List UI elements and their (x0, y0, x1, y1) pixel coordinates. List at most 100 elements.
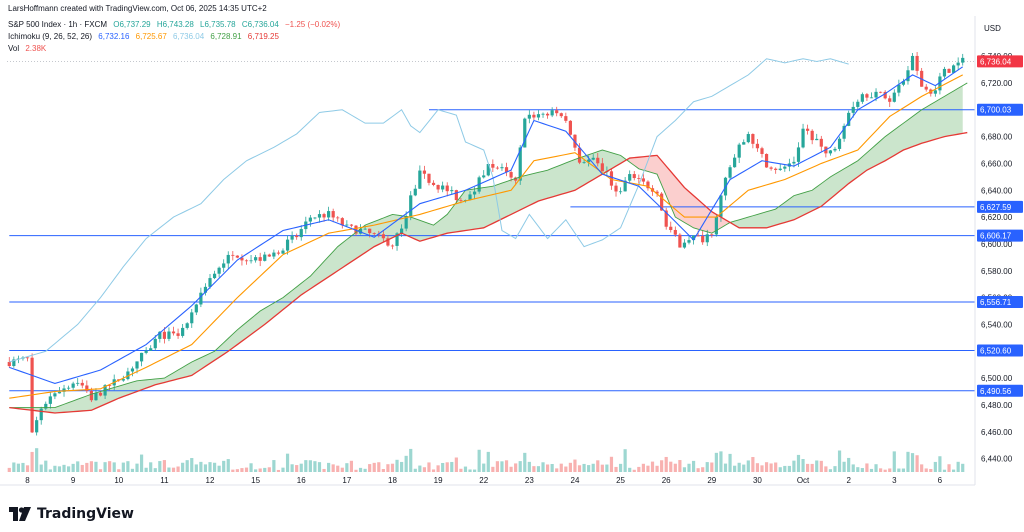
volume-bar (901, 468, 906, 472)
candle-body (828, 150, 833, 154)
volume-bar (628, 467, 632, 472)
volume-bar (89, 461, 93, 472)
candle-body (368, 228, 372, 234)
candle-body (194, 304, 198, 313)
candle-body (454, 190, 458, 201)
legend-symbol-row[interactable]: S&P 500 Index · 1h · FXCM O6,737.29 H6,7… (8, 20, 344, 29)
volume-label[interactable]: Vol (8, 44, 20, 53)
level-price-badge: 6,700.03 (980, 106, 1012, 115)
volume-bar (477, 449, 481, 472)
volume-bar (336, 465, 340, 472)
volume-bar (609, 456, 614, 472)
volume-bar (929, 468, 933, 472)
candle-body (719, 195, 723, 217)
candle-body (486, 164, 490, 176)
volume-bar (555, 468, 559, 472)
volume-bar (869, 468, 874, 472)
chikou-span-line (9, 58, 849, 363)
candle-body (272, 252, 276, 257)
volume-bar (587, 465, 591, 472)
volume-bar (883, 469, 887, 472)
volume-bar (254, 469, 258, 472)
candle-body (664, 210, 668, 227)
volume-bar (564, 466, 568, 472)
span-a-value: 6,728.91 (210, 32, 242, 41)
x-tick-label: 22 (479, 476, 488, 485)
volume-bar (714, 452, 718, 472)
candle-body (842, 125, 846, 139)
candle-body (340, 218, 344, 226)
volume-bar (368, 464, 372, 472)
candlesticks (7, 51, 965, 436)
candle-body (349, 224, 354, 226)
volume-bar (947, 464, 951, 472)
volume-bar (185, 460, 189, 472)
volume-bar (787, 465, 791, 472)
candle-body (545, 113, 550, 116)
volume-bar (550, 463, 554, 472)
level-price-badge: 6,490.56 (980, 387, 1012, 396)
candle-body (910, 55, 915, 71)
volume-bar (66, 466, 71, 472)
candle-body (819, 138, 823, 147)
volume-bar (35, 448, 39, 472)
candle-body (445, 185, 449, 192)
open-value: O6,737.29 (113, 20, 151, 29)
currency-label[interactable]: USD (984, 24, 1001, 33)
candle-body (897, 84, 901, 93)
candle-body (609, 171, 614, 186)
candle-body (883, 91, 887, 99)
y-tick-label: 6,600.00 (981, 240, 1013, 249)
ichimoku-label[interactable]: Ichimoku (9, 26, 52, 26) (8, 32, 93, 41)
candle-body (587, 159, 591, 163)
last-price-badge: 6,736.04 (980, 57, 1012, 66)
volume-bar (618, 463, 623, 472)
candle-body (85, 385, 89, 391)
volume-bar (21, 462, 25, 472)
volume-bar (764, 462, 769, 472)
legend-ichimoku-row[interactable]: Ichimoku (9, 26, 52, 26) 6,732.16 6,725.… (8, 32, 283, 41)
candle-body (737, 144, 741, 158)
candle-body (226, 254, 230, 264)
price-chart[interactable]: 6,740.006,720.006,700.006,680.006,660.00… (0, 0, 1024, 497)
candle-body (249, 260, 253, 262)
candle-body (94, 392, 98, 401)
candle-body (468, 194, 472, 201)
candle-body (57, 391, 62, 394)
candle-body (801, 128, 805, 148)
candle-body (682, 242, 687, 248)
volume-bar (774, 462, 778, 472)
candle-body (322, 214, 326, 218)
tradingview-logo[interactable]: TradingView (9, 506, 134, 522)
candle-body (518, 147, 522, 181)
volume-bar (942, 469, 947, 472)
candle-body (459, 200, 463, 201)
volume-bar (951, 469, 956, 472)
volume-bar (573, 459, 577, 472)
legend-volume-row[interactable]: Vol 2.38K (8, 44, 50, 53)
volume-bar (345, 463, 349, 472)
candle-body (290, 235, 294, 240)
volume-bar (961, 463, 965, 472)
candle-body (422, 170, 427, 174)
volume-bar (778, 467, 782, 472)
volume-bar (139, 454, 144, 472)
x-tick-label: 19 (434, 476, 443, 485)
candle-body (267, 254, 271, 257)
y-tick-label: 6,440.00 (981, 455, 1013, 464)
candle-body (860, 94, 864, 102)
low-value: L6,735.78 (200, 20, 236, 29)
volume-bar (824, 466, 828, 472)
volume-bar (833, 466, 837, 472)
candle-body (733, 157, 737, 168)
volume-bar (719, 451, 723, 472)
x-tick-label: 8 (25, 476, 30, 485)
symbol-label[interactable]: S&P 500 Index · 1h · FXCM (8, 20, 108, 29)
x-tick-label: 9 (71, 476, 76, 485)
candle-body (463, 200, 468, 201)
candle-body (655, 191, 659, 194)
y-tick-label: 6,620.00 (981, 213, 1013, 222)
volume-bar (856, 467, 860, 472)
volume-bar (413, 468, 417, 472)
candle-body (44, 403, 48, 409)
